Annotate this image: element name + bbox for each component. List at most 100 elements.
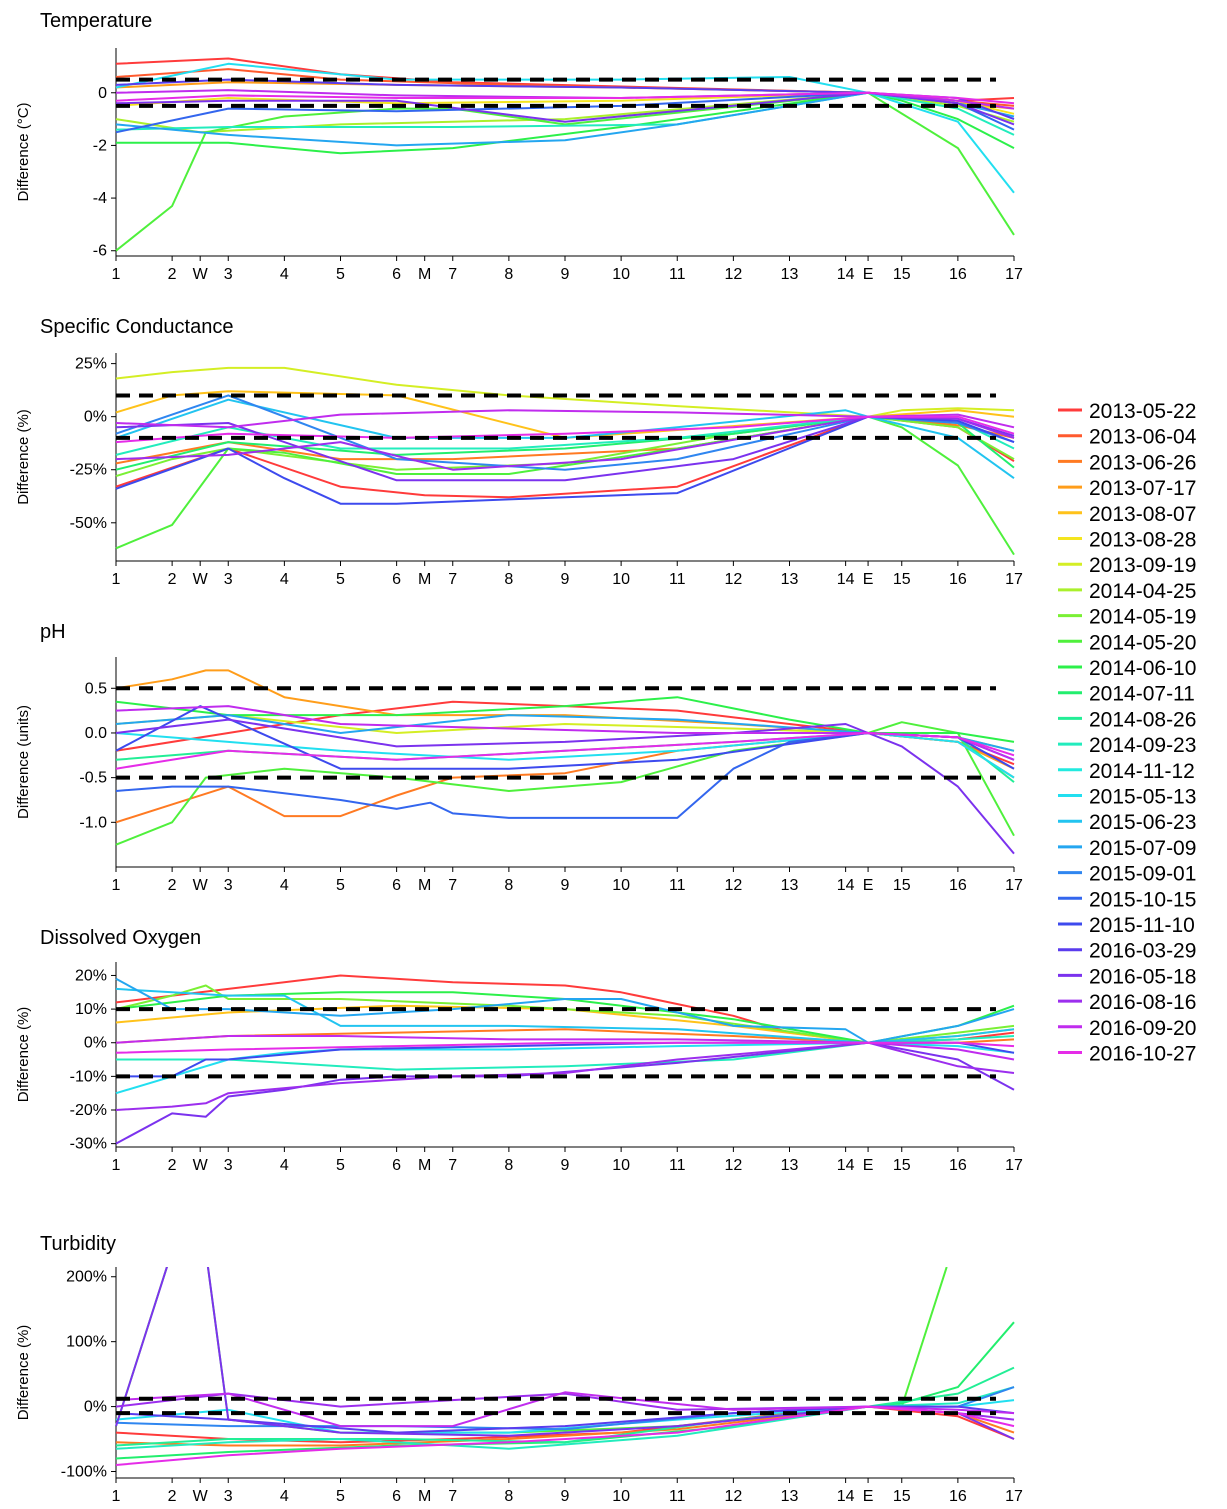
legend-label: 2014-05-20 <box>1089 631 1196 654</box>
y-tick-label: 0% <box>84 409 107 426</box>
x-tick-label: M <box>418 1488 431 1505</box>
y-tick-label: -20% <box>70 1102 107 1119</box>
legend-label: 2016-05-18 <box>1089 965 1196 988</box>
legend-label: 2014-09-23 <box>1089 734 1196 757</box>
x-tick-label: 17 <box>1005 1488 1023 1505</box>
x-tick-label: W <box>193 571 209 588</box>
y-tick-label: 100% <box>66 1334 107 1351</box>
x-tick-label: 10 <box>612 1157 630 1174</box>
x-tick-label: 1 <box>112 1488 121 1505</box>
x-tick-label: 12 <box>724 1157 742 1174</box>
legend-label: 2016-09-20 <box>1089 1017 1196 1040</box>
x-tick-label: 4 <box>280 266 289 283</box>
x-tick-label: 10 <box>612 877 630 894</box>
y-axis-label: Difference (%) <box>15 409 32 505</box>
series-line <box>115 1391 1015 1428</box>
x-tick-label: 5 <box>336 1488 345 1505</box>
x-tick-label: 4 <box>280 1488 289 1505</box>
y-tick-label: 0.5 <box>85 680 107 697</box>
series-line <box>115 62 1015 194</box>
x-tick-label: 11 <box>669 1157 686 1174</box>
series-line <box>115 415 1015 444</box>
x-tick-label: 8 <box>504 1157 513 1174</box>
x-tick-label: 7 <box>448 1488 457 1505</box>
series-line <box>115 1366 1015 1447</box>
x-tick-label: E <box>863 1157 874 1174</box>
y-tick-label: -2 <box>93 137 107 154</box>
x-tick-label: 10 <box>612 1488 630 1505</box>
x-tick-label: 15 <box>893 571 911 588</box>
x-tick-label: W <box>193 1488 209 1505</box>
series-line <box>115 1267 948 1434</box>
x-tick-label: 9 <box>561 1488 570 1505</box>
x-tick-label: 9 <box>561 1157 570 1174</box>
x-tick-label: 14 <box>837 266 855 283</box>
x-tick-label: W <box>193 877 209 894</box>
x-tick-label: 14 <box>837 571 855 588</box>
x-tick-label: 13 <box>781 571 799 588</box>
panel-title: Turbidity <box>40 1233 116 1255</box>
x-tick-label: E <box>863 877 874 894</box>
x-tick-label: 11 <box>669 571 686 588</box>
y-tick-label: -30% <box>70 1136 107 1153</box>
x-tick-label: 14 <box>837 1488 855 1505</box>
series-line <box>115 415 1015 471</box>
panel-title: pH <box>40 621 66 643</box>
panel-title: Temperature <box>40 10 152 32</box>
x-tick-label: 7 <box>448 1157 457 1174</box>
series-line <box>115 91 1015 252</box>
x-tick-label: 7 <box>448 877 457 894</box>
series-line <box>115 415 1015 556</box>
legend-label: 2015-07-09 <box>1089 837 1196 860</box>
x-tick-label: 8 <box>504 571 513 588</box>
series-line <box>115 1321 1015 1460</box>
x-tick-label: 8 <box>504 877 513 894</box>
legend-label: 2014-11-12 <box>1089 760 1195 783</box>
x-tick-label: W <box>193 266 209 283</box>
x-tick-label: E <box>863 571 874 588</box>
series-line <box>115 1267 1015 1440</box>
series-line <box>115 390 1015 439</box>
x-tick-label: 13 <box>781 1488 799 1505</box>
x-tick-label: 13 <box>781 877 799 894</box>
series-line <box>115 732 1015 819</box>
y-tick-label: -25% <box>70 462 107 479</box>
y-tick-label: 10% <box>75 1001 107 1018</box>
x-tick-label: 4 <box>280 877 289 894</box>
x-tick-label: 5 <box>336 571 345 588</box>
legend-label: 2013-07-17 <box>1089 477 1196 500</box>
x-tick-label: 15 <box>893 1488 911 1505</box>
legend-label: 2016-10-27 <box>1089 1043 1196 1066</box>
legend-label: 2013-09-19 <box>1089 554 1196 577</box>
x-tick-label: 5 <box>336 266 345 283</box>
legend-label: 2015-11-10 <box>1089 914 1195 937</box>
x-tick-label: 1 <box>112 266 121 283</box>
y-tick-label: 0% <box>84 1035 107 1052</box>
x-tick-label: 2 <box>168 571 177 588</box>
series-line <box>115 1405 1015 1434</box>
y-tick-label: -50% <box>70 515 107 532</box>
legend-label: 2013-08-07 <box>1089 503 1196 526</box>
legend-label: 2014-08-26 <box>1089 708 1196 731</box>
x-tick-label: 5 <box>336 877 345 894</box>
y-axis-label: Difference (units) <box>15 705 32 819</box>
y-axis-label: Difference (°C) <box>15 102 32 201</box>
series-line <box>116 91 1015 155</box>
x-tick-label: 3 <box>224 266 233 283</box>
series-line <box>115 1041 1015 1145</box>
y-tick-label: -1.0 <box>79 814 107 831</box>
x-tick-label: 17 <box>1005 1157 1023 1174</box>
x-tick-label: M <box>418 1157 431 1174</box>
legend-label: 2013-05-22 <box>1089 400 1196 423</box>
series-line <box>115 1041 1015 1095</box>
series-line <box>115 415 1015 499</box>
x-tick-label: 15 <box>893 266 911 283</box>
series-line <box>115 984 1015 1044</box>
series-line <box>115 718 1015 855</box>
x-tick-label: 17 <box>1005 877 1023 894</box>
series-line <box>115 1405 1015 1466</box>
legend-label: 2014-06-10 <box>1089 657 1196 680</box>
legend-label: 2014-04-25 <box>1089 580 1196 603</box>
x-tick-label: 6 <box>392 571 401 588</box>
